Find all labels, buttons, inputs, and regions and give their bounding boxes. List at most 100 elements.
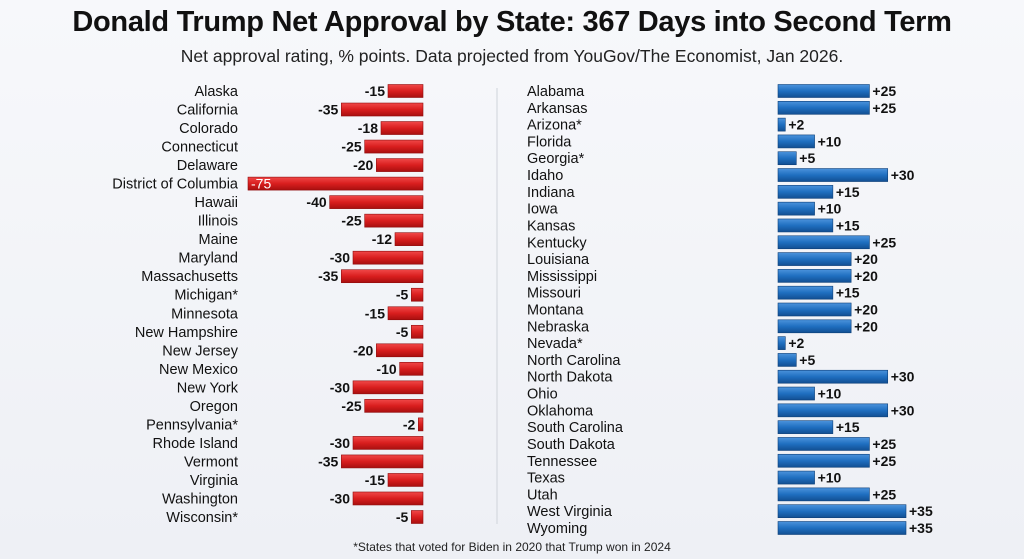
value-label-pos-18: +10 [818, 386, 842, 402]
value-label-pos-20: +15 [836, 419, 860, 435]
state-label-neg-18: Pennsylvania* [146, 417, 238, 433]
bar-neg-2 [380, 121, 424, 135]
state-label-pos-24: Utah [527, 487, 558, 503]
bar-pos-3 [777, 134, 815, 149]
bar-pos-10 [777, 252, 852, 266]
state-label-neg-19: Rhode Island [153, 436, 238, 452]
left-panel: Alaska -15 California -35 Colorado -18 Connect… [112, 83, 424, 526]
state-label-neg-4: Delaware [177, 158, 238, 174]
value-label-pos-14: +20 [854, 318, 878, 334]
value-label-pos-5: +30 [891, 167, 915, 183]
value-label-pos-6: +15 [836, 184, 860, 200]
state-label-pos-16: North Carolina [527, 353, 621, 369]
bar-neg-23 [411, 510, 424, 524]
state-label-pos-22: Tennessee [527, 454, 597, 470]
bar-neg-8 [394, 232, 424, 246]
state-label-neg-13: New Hampshire [135, 325, 238, 341]
value-label-neg-22: -30 [330, 490, 350, 506]
value-label-pos-4: +5 [799, 150, 815, 166]
value-label-neg-21: -15 [365, 472, 385, 488]
bar-neg-13 [411, 324, 424, 339]
value-label-neg-12: -15 [365, 305, 385, 321]
value-label-neg-1: -35 [318, 102, 338, 118]
value-label-pos-23: +10 [818, 470, 842, 486]
state-label-neg-5: District of Columbia [112, 177, 239, 193]
state-label-neg-20: Vermont [184, 454, 238, 470]
bar-pos-1 [777, 101, 870, 115]
value-label-pos-16: +5 [799, 352, 815, 368]
value-label-neg-16: -30 [330, 379, 350, 395]
bar-pos-11 [777, 269, 852, 283]
value-label-neg-4: -20 [353, 157, 373, 173]
value-label-pos-13: +20 [854, 302, 878, 318]
bar-neg-21 [387, 473, 424, 487]
state-label-pos-25: West Virginia [527, 504, 613, 520]
state-label-pos-8: Kansas [527, 218, 575, 234]
state-label-neg-2: Colorado [179, 121, 238, 137]
bar-neg-14 [376, 343, 424, 358]
bar-neg-18 [418, 417, 424, 432]
value-label-neg-2: -18 [358, 120, 378, 136]
bar-neg-1 [341, 102, 424, 117]
bar-pos-20 [777, 420, 834, 434]
value-label-pos-22: +25 [872, 453, 896, 469]
right-panel: Alabama +25 Arkansas +25 Arizona* +2 Florida +1… [527, 83, 933, 537]
value-label-neg-15: -10 [376, 361, 396, 377]
footnote: *States that voted for Biden in 2020 tha… [353, 540, 671, 554]
value-label-neg-14: -20 [353, 342, 373, 358]
state-label-pos-21: South Dakota [527, 437, 616, 453]
state-label-pos-13: Montana [527, 303, 584, 319]
state-label-pos-2: Arizona* [527, 118, 582, 134]
state-label-neg-3: Connecticut [161, 140, 238, 156]
state-label-neg-8: Maine [199, 232, 239, 248]
state-label-neg-1: California [177, 103, 239, 119]
value-label-pos-17: +30 [891, 369, 915, 385]
bar-pos-0 [777, 84, 870, 98]
value-label-neg-5: -75 [251, 176, 271, 192]
bar-neg-5 [247, 176, 424, 191]
bar-pos-17 [777, 369, 889, 384]
state-label-pos-5: Idaho [527, 168, 563, 184]
bar-pos-26 [777, 521, 907, 535]
state-label-pos-6: Indiana [527, 185, 576, 201]
bar-pos-18 [777, 386, 815, 401]
bar-pos-25 [777, 504, 907, 518]
state-label-neg-9: Maryland [178, 251, 238, 267]
value-label-neg-0: -15 [365, 83, 385, 99]
state-label-pos-26: Wyoming [527, 521, 587, 537]
state-label-pos-15: Nevada* [527, 336, 583, 352]
value-label-pos-11: +20 [854, 268, 878, 284]
state-label-neg-7: Illinois [198, 214, 238, 230]
state-label-neg-16: New York [177, 380, 239, 396]
value-label-neg-8: -12 [372, 231, 392, 247]
state-label-pos-17: North Dakota [527, 370, 613, 386]
bar-neg-20 [341, 454, 424, 469]
value-label-pos-3: +10 [818, 133, 842, 149]
value-label-neg-17: -25 [341, 398, 361, 414]
bar-neg-6 [329, 195, 424, 209]
state-label-pos-19: Oklahoma [527, 403, 594, 419]
bar-pos-4 [777, 151, 797, 166]
state-label-pos-7: Iowa [527, 202, 559, 218]
state-label-neg-0: Alaska [194, 84, 238, 100]
bar-pos-23 [777, 470, 815, 485]
value-label-pos-7: +10 [818, 201, 842, 217]
bar-neg-12 [387, 306, 424, 321]
state-label-neg-10: Massachusetts [141, 269, 238, 285]
value-label-pos-24: +25 [872, 486, 896, 502]
bar-pos-6 [777, 185, 834, 199]
bar-neg-19 [352, 436, 424, 450]
bar-neg-16 [352, 380, 424, 395]
state-label-pos-0: Alabama [527, 84, 585, 100]
value-label-pos-1: +25 [872, 100, 896, 116]
bar-pos-15 [777, 336, 786, 350]
state-label-pos-14: Nebraska [527, 319, 590, 335]
bar-pos-21 [777, 437, 870, 451]
value-label-pos-9: +25 [872, 234, 896, 250]
value-label-pos-19: +30 [891, 402, 915, 418]
bar-pos-8 [777, 218, 834, 233]
bar-neg-17 [364, 399, 424, 413]
value-label-neg-10: -35 [318, 268, 338, 284]
value-label-neg-19: -30 [330, 435, 350, 451]
